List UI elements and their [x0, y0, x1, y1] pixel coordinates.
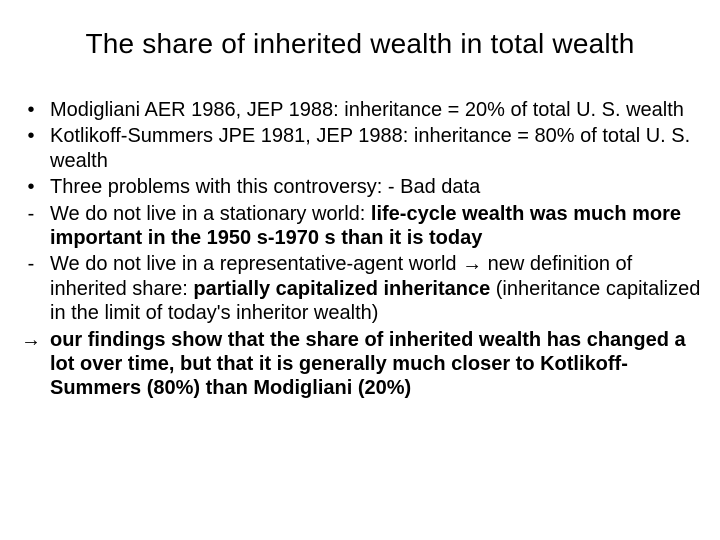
bullet-dot-icon	[18, 124, 50, 173]
bullet-text-bold: our findings show that the share of inhe…	[50, 328, 702, 401]
bullet-text: We do not live in a stationary world: li…	[50, 202, 702, 251]
bullet-dash-icon	[18, 252, 50, 325]
bullet-item: We do not live in a representative-agent…	[18, 252, 702, 325]
bullet-list: Modigliani AER 1986, JEP 1988: inheritan…	[18, 98, 702, 401]
bullet-text: Three problems with this controversy: - …	[50, 175, 702, 199]
bullet-item: Kotlikoff-Summers JPE 1981, JEP 1988: in…	[18, 124, 702, 173]
bullet-text-frag: We do not live in a stationary world:	[50, 203, 371, 225]
bullet-text-bold: partially capitalized inheritance	[193, 278, 490, 300]
bullet-dot-icon	[18, 98, 50, 122]
bullet-item: Modigliani AER 1986, JEP 1988: inheritan…	[18, 98, 702, 122]
bullet-dot-icon	[18, 175, 50, 199]
bullet-item: our findings show that the share of inhe…	[18, 328, 702, 401]
bullet-item: We do not live in a stationary world: li…	[18, 202, 702, 251]
bullet-dash-icon	[18, 202, 50, 251]
bullet-text: Modigliani AER 1986, JEP 1988: inheritan…	[50, 98, 702, 122]
bullet-item: Three problems with this controversy: - …	[18, 175, 702, 199]
bullet-text: Kotlikoff-Summers JPE 1981, JEP 1988: in…	[50, 124, 702, 173]
bullet-text: We do not live in a representative-agent…	[50, 252, 702, 325]
arrow-icon	[18, 328, 50, 401]
slide-title: The share of inherited wealth in total w…	[18, 28, 702, 60]
